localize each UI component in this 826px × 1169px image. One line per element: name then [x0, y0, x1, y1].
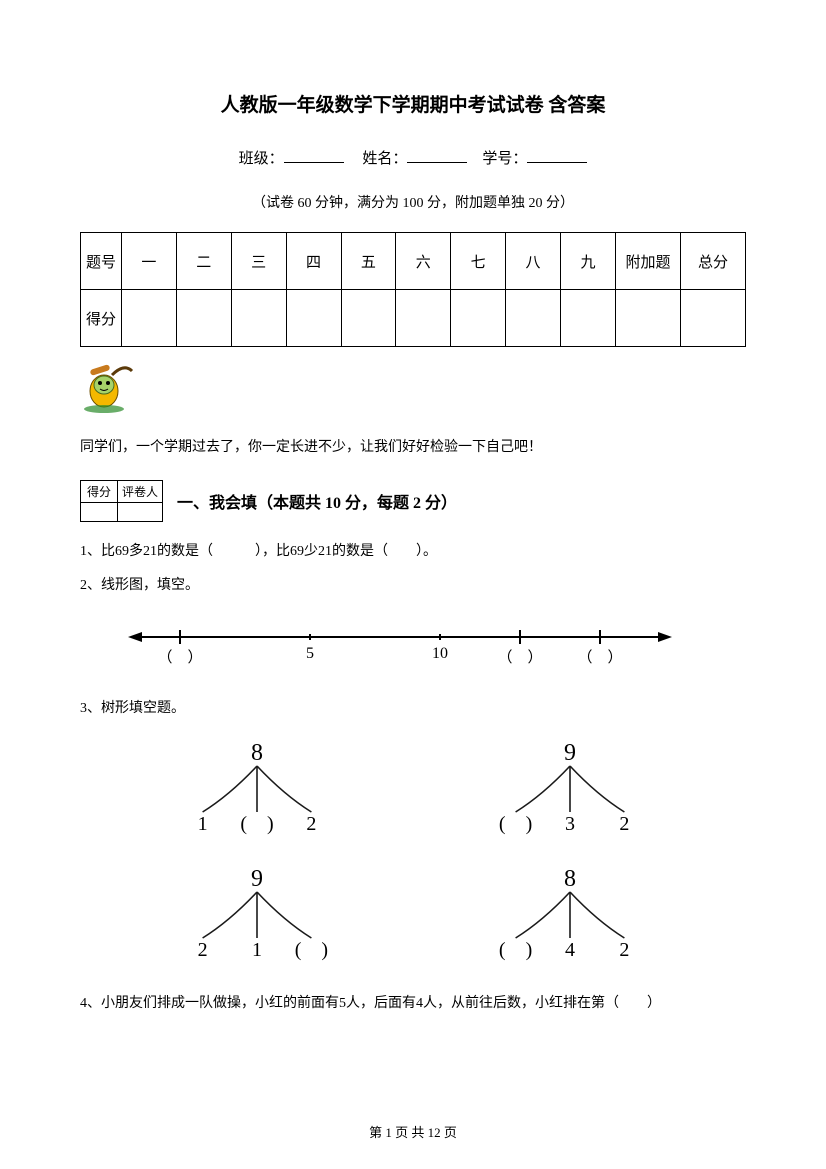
score-cell[interactable] [451, 290, 506, 347]
scorebox-grader[interactable] [118, 503, 163, 522]
page-footer: 第 1 页 共 12 页 [0, 1122, 826, 1141]
section-1-header: 得分 评卷人 一、我会填（本题共 10 分，每题 2 分） [80, 480, 746, 522]
name-label: 姓名： [362, 151, 407, 167]
score-cell[interactable] [176, 290, 231, 347]
tree-diagram: 9 2 1 ( ) [172, 864, 342, 974]
col-3: 三 [231, 233, 286, 290]
score-cell[interactable] [286, 290, 341, 347]
exam-page: 人教版一年级数学下学期期中考试试卷 含答案 班级： 姓名： 学号： （试卷 60… [0, 0, 826, 1169]
question-3: 3、树形填空题。 [80, 697, 746, 721]
tree-diagram: 8 ( ) 4 2 [485, 864, 655, 974]
class-label: 班级： [239, 151, 284, 167]
score-cell[interactable] [341, 290, 396, 347]
tick-label-5: 5 [306, 645, 314, 662]
score-cell[interactable] [231, 290, 286, 347]
svg-text:8: 8 [564, 866, 576, 892]
scorebox-label-grader: 评卷人 [118, 481, 163, 503]
svg-text:（ ）: （ ） [497, 649, 542, 666]
section-score-box: 得分 评卷人 [80, 480, 163, 522]
svg-text:9: 9 [251, 866, 263, 892]
svg-text:2: 2 [619, 939, 629, 961]
score-cell[interactable] [561, 290, 616, 347]
section-1-title: 一、我会填（本题共 10 分，每题 2 分） [177, 489, 457, 513]
col-total: 总分 [681, 233, 746, 290]
col-5: 五 [341, 233, 396, 290]
row-label-qnum: 题号 [81, 233, 122, 290]
score-cell[interactable] [506, 290, 561, 347]
scorebox-value[interactable] [81, 503, 118, 522]
page-title: 人教版一年级数学下学期期中考试试卷 含答案 [80, 90, 746, 117]
col-1: 一 [122, 233, 177, 290]
svg-text:1: 1 [252, 939, 262, 961]
question-2: 2、线形图，填空。 [80, 574, 746, 598]
tree-diagram: 8 1 ( ) 2 [172, 738, 342, 848]
svg-text:8: 8 [251, 740, 263, 766]
svg-text:2: 2 [197, 939, 207, 961]
score-cell[interactable] [396, 290, 451, 347]
id-blank[interactable] [527, 147, 587, 163]
score-table: 题号 一 二 三 四 五 六 七 八 九 附加题 总分 得分 [80, 232, 746, 347]
score-cell[interactable] [616, 290, 681, 347]
student-info-line: 班级： 姓名： 学号： [80, 147, 746, 168]
tree-diagram: 9 ( ) 3 2 [485, 738, 655, 848]
exam-subinfo: （试卷 60 分钟，满分为 100 分，附加题单独 20 分） [80, 192, 746, 212]
tick-label-10: 10 [432, 645, 448, 662]
col-8: 八 [506, 233, 561, 290]
numberline-figure: 5 10 （ ） （ ） （ ） [120, 612, 746, 687]
svg-text:4: 4 [565, 939, 575, 961]
svg-text:（ ）: （ ） [157, 649, 202, 666]
col-7: 七 [451, 233, 506, 290]
score-table-points-row: 得分 [81, 290, 746, 347]
tree-figures: 8 1 ( ) 2 9 ( ) 3 2 9 2 1 ( ) 8 ( ) 4 2 [100, 730, 726, 982]
score-table-header-row: 题号 一 二 三 四 五 六 七 八 九 附加题 总分 [81, 233, 746, 290]
svg-text:( ): ( ) [498, 939, 531, 961]
svg-text:2: 2 [619, 813, 629, 835]
svg-text:1: 1 [197, 813, 207, 835]
svg-text:2: 2 [306, 813, 316, 835]
svg-text:9: 9 [564, 740, 576, 766]
encouragement-text: 同学们，一个学期过去了，你一定长进不少，让我们好好检验一下自己吧！ [80, 436, 746, 456]
scorebox-label-score: 得分 [81, 481, 118, 503]
col-2: 二 [176, 233, 231, 290]
mascot-icon [80, 357, 746, 422]
question-1: 1、比69多21的数是（ ），比69少21的数是（ ）。 [80, 540, 746, 564]
col-6: 六 [396, 233, 451, 290]
col-9: 九 [561, 233, 616, 290]
svg-text:( ): ( ) [294, 939, 327, 961]
row-label-score: 得分 [81, 290, 122, 347]
svg-text:( ): ( ) [498, 813, 531, 835]
score-cell[interactable] [681, 290, 746, 347]
question-4: 4、小朋友们排成一队做操，小红的前面有5人，后面有4人，从前往后数，小红排在第（… [80, 992, 746, 1016]
col-extra: 附加题 [616, 233, 681, 290]
class-blank[interactable] [284, 147, 344, 163]
score-cell[interactable] [122, 290, 177, 347]
svg-text:( ): ( ) [240, 813, 273, 835]
id-label: 学号： [482, 151, 527, 167]
svg-text:3: 3 [565, 813, 575, 835]
name-blank[interactable] [407, 147, 467, 163]
col-4: 四 [286, 233, 341, 290]
svg-text:（ ）: （ ） [577, 649, 622, 666]
